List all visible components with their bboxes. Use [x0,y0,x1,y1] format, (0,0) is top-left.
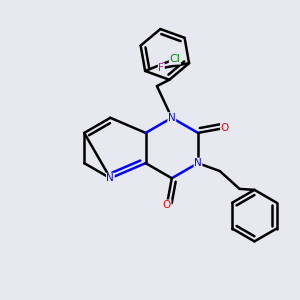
Text: Cl: Cl [169,54,180,64]
Text: O: O [220,123,229,133]
Text: N: N [168,113,176,123]
Text: O: O [163,200,171,210]
Text: N: N [194,158,202,168]
Text: F: F [158,63,164,73]
Text: N: N [106,173,114,183]
